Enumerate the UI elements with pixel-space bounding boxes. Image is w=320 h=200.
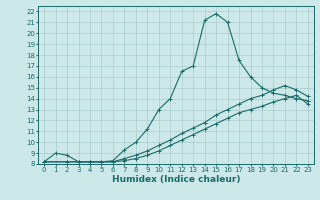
X-axis label: Humidex (Indice chaleur): Humidex (Indice chaleur) bbox=[112, 175, 240, 184]
